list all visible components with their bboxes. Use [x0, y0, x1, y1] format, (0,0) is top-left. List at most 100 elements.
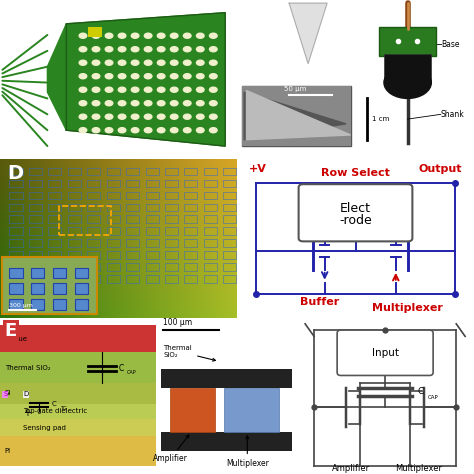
Bar — [184, 228, 197, 235]
Bar — [184, 203, 197, 211]
Circle shape — [144, 73, 152, 79]
Circle shape — [92, 87, 100, 92]
Circle shape — [157, 60, 165, 65]
Bar — [107, 168, 119, 175]
FancyBboxPatch shape — [337, 330, 433, 375]
Circle shape — [105, 100, 113, 106]
Circle shape — [92, 60, 100, 65]
Circle shape — [196, 46, 204, 52]
Circle shape — [131, 46, 139, 52]
Circle shape — [144, 60, 152, 65]
Circle shape — [79, 73, 87, 79]
Bar — [107, 180, 119, 187]
Bar — [68, 251, 81, 259]
Circle shape — [157, 73, 165, 79]
Bar — [204, 228, 217, 235]
Circle shape — [210, 128, 217, 133]
Circle shape — [157, 87, 165, 92]
Bar — [204, 191, 217, 199]
Text: PI: PI — [5, 448, 11, 454]
Circle shape — [196, 87, 204, 92]
Polygon shape — [244, 92, 346, 140]
Bar — [223, 251, 237, 259]
Bar — [0, 352, 156, 383]
Bar — [9, 203, 23, 211]
Circle shape — [196, 60, 204, 65]
Bar — [126, 180, 139, 187]
Text: 1 cm: 1 cm — [372, 116, 390, 122]
Circle shape — [170, 46, 178, 52]
Circle shape — [183, 46, 191, 52]
Bar — [126, 216, 139, 223]
Bar — [223, 263, 237, 271]
Bar — [29, 216, 42, 223]
Text: +V: +V — [249, 164, 267, 173]
Bar — [107, 203, 119, 211]
Circle shape — [144, 100, 152, 106]
Bar — [87, 251, 100, 259]
Circle shape — [131, 60, 139, 65]
Polygon shape — [246, 91, 351, 140]
Circle shape — [144, 33, 152, 38]
Bar — [48, 251, 62, 259]
Text: Si: Si — [5, 391, 11, 396]
Bar — [87, 180, 100, 187]
Bar — [87, 275, 100, 283]
Bar — [146, 251, 159, 259]
Bar — [48, 216, 62, 223]
Circle shape — [170, 100, 178, 106]
Text: S: S — [3, 391, 8, 397]
Bar — [165, 180, 178, 187]
Circle shape — [157, 46, 165, 52]
Circle shape — [79, 87, 87, 92]
Circle shape — [131, 114, 139, 119]
Circle shape — [157, 33, 165, 38]
Text: B: B — [9, 11, 24, 30]
Bar — [68, 216, 81, 223]
Bar — [223, 216, 237, 223]
Text: Base: Base — [441, 40, 459, 49]
Bar — [68, 228, 81, 235]
Bar — [87, 191, 100, 199]
Bar — [29, 203, 42, 211]
Text: Thermal SiO₂: Thermal SiO₂ — [5, 365, 50, 371]
Circle shape — [118, 128, 126, 133]
Text: Shank: Shank — [441, 110, 465, 119]
Bar — [68, 191, 81, 199]
Circle shape — [144, 128, 152, 133]
Circle shape — [170, 128, 178, 133]
Bar — [384, 54, 431, 82]
Circle shape — [170, 87, 178, 92]
Bar — [126, 203, 139, 211]
Bar — [59, 207, 111, 235]
Bar — [48, 180, 62, 187]
Bar — [165, 263, 178, 271]
Bar — [29, 251, 42, 259]
Bar — [223, 191, 237, 199]
Bar — [68, 168, 81, 175]
Bar — [87, 263, 100, 271]
Circle shape — [92, 46, 100, 52]
Bar — [9, 267, 23, 278]
Bar — [87, 216, 100, 223]
Text: Thermal
SiO₂: Thermal SiO₂ — [164, 345, 216, 361]
Circle shape — [157, 100, 165, 106]
Bar — [165, 216, 178, 223]
Circle shape — [131, 87, 139, 92]
Bar — [184, 180, 197, 187]
Circle shape — [118, 114, 126, 119]
Circle shape — [118, 60, 126, 65]
Circle shape — [196, 33, 204, 38]
Circle shape — [105, 73, 113, 79]
Text: CAP: CAP — [428, 395, 438, 400]
Bar — [204, 251, 217, 259]
Bar — [379, 27, 436, 55]
Bar — [242, 86, 351, 146]
Bar — [0, 325, 156, 352]
Circle shape — [170, 60, 178, 65]
Text: Multiplexer: Multiplexer — [372, 303, 443, 313]
Bar — [146, 191, 159, 199]
Bar — [165, 228, 178, 235]
Bar — [223, 168, 237, 175]
Bar — [126, 191, 139, 199]
